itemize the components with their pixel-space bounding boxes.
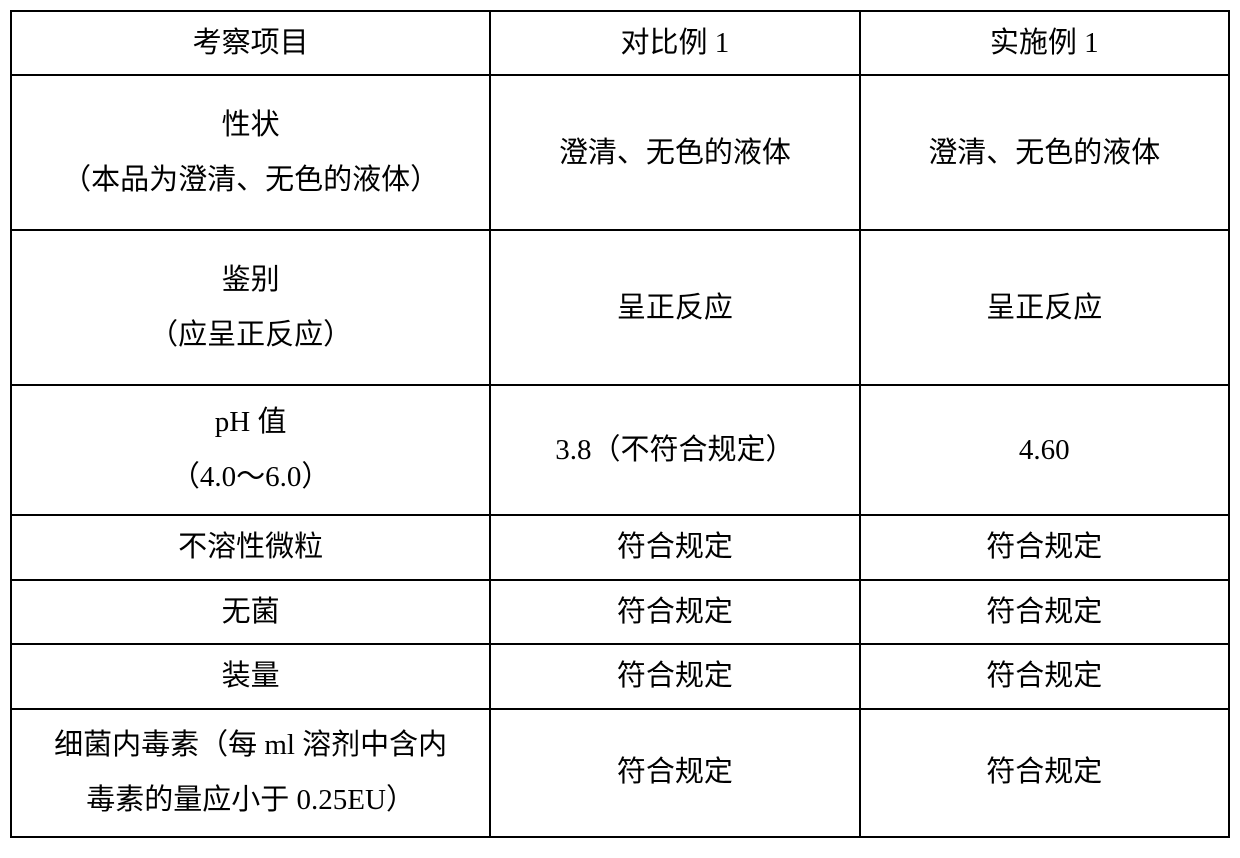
cell-insoluble-label: 不溶性微粒 [11, 515, 490, 579]
header-cell-comparison: 对比例 1 [490, 11, 859, 75]
table-row: 不溶性微粒 符合规定 符合规定 [11, 515, 1229, 579]
table-header-row: 考察项目 对比例 1 实施例 1 [11, 11, 1229, 75]
cell-endotoxin-label: 细菌内毒素（每 ml 溶剂中含内 毒素的量应小于 0.25EU） [11, 709, 490, 837]
cell-sterile-col2: 符合规定 [490, 580, 859, 644]
cell-volume-col3: 符合规定 [860, 644, 1229, 708]
cell-endotoxin-col2: 符合规定 [490, 709, 859, 837]
cell-identification-col3: 呈正反应 [860, 230, 1229, 385]
cell-text-line: 毒素的量应小于 0.25EU） [86, 784, 415, 816]
table-row: 无菌 符合规定 符合规定 [11, 580, 1229, 644]
table-row: 细菌内毒素（每 ml 溶剂中含内 毒素的量应小于 0.25EU） 符合规定 符合… [11, 709, 1229, 837]
cell-text-line: （本品为澄清、无色的液体） [62, 164, 439, 196]
cell-sterile-label: 无菌 [11, 580, 490, 644]
cell-text-line: 性状 [222, 109, 280, 141]
cell-insoluble-col3: 符合规定 [860, 515, 1229, 579]
cell-appearance-col2: 澄清、无色的液体 [490, 75, 859, 230]
table-row: 性状 （本品为澄清、无色的液体） 澄清、无色的液体 澄清、无色的液体 [11, 75, 1229, 230]
cell-identification-col2: 呈正反应 [490, 230, 859, 385]
cell-text-line: pH 值 [215, 406, 287, 438]
cell-ph-label: pH 值 （4.0～6.0） [11, 385, 490, 515]
cell-endotoxin-col3: 符合规定 [860, 709, 1229, 837]
cell-text-line: （4.0～6.0） [171, 461, 331, 493]
cell-volume-label: 装量 [11, 644, 490, 708]
table-row: 鉴别 （应呈正反应） 呈正反应 呈正反应 [11, 230, 1229, 385]
cell-appearance-col3: 澄清、无色的液体 [860, 75, 1229, 230]
cell-volume-col2: 符合规定 [490, 644, 859, 708]
header-cell-example: 实施例 1 [860, 11, 1229, 75]
cell-appearance-label: 性状 （本品为澄清、无色的液体） [11, 75, 490, 230]
cell-ph-col3: 4.60 [860, 385, 1229, 515]
table-row: 装量 符合规定 符合规定 [11, 644, 1229, 708]
cell-text-line: 鉴别 [222, 264, 280, 296]
cell-identification-label: 鉴别 （应呈正反应） [11, 230, 490, 385]
cell-ph-col2: 3.8（不符合规定） [490, 385, 859, 515]
table-row: pH 值 （4.0～6.0） 3.8（不符合规定） 4.60 [11, 385, 1229, 515]
cell-text-line: （应呈正反应） [149, 319, 352, 351]
cell-insoluble-col2: 符合规定 [490, 515, 859, 579]
comparison-table: 考察项目 对比例 1 实施例 1 性状 （本品为澄清、无色的液体） 澄清、无色的… [10, 10, 1230, 838]
cell-sterile-col3: 符合规定 [860, 580, 1229, 644]
header-cell-item: 考察项目 [11, 11, 490, 75]
cell-text-line: 细菌内毒素（每 ml 溶剂中含内 [54, 729, 447, 761]
